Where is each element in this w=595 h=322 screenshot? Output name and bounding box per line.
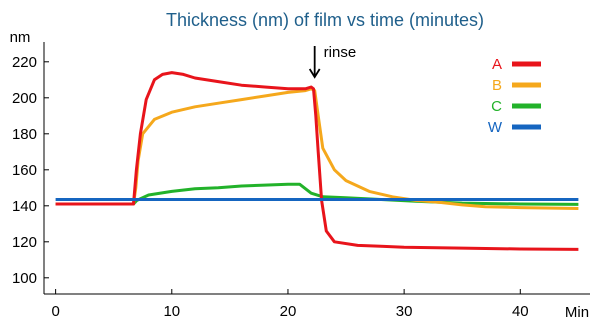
y-tick-label: 220 [12, 54, 37, 71]
y-tick-label: 100 [12, 270, 37, 287]
x-tick-label: 10 [163, 303, 180, 320]
axes [43, 42, 590, 295]
x-axis-label: Min [565, 304, 589, 321]
x-tick-label: 20 [280, 303, 297, 320]
series-line-a [55, 71, 579, 251]
y-tick-label: 140 [12, 198, 37, 215]
y-tick-label: 200 [12, 90, 37, 107]
x-tick-label: 40 [512, 303, 529, 320]
x-tick-label: 0 [51, 303, 59, 320]
y-tick-label: 180 [12, 126, 37, 143]
chart-title: Thickness (nm) of film vs time (minutes) [166, 10, 484, 30]
legend-label-b: B [492, 77, 502, 94]
y-axis-label: nm [10, 29, 31, 46]
rinse-annotation-label: rinse [324, 44, 357, 61]
legend-label-a: A [492, 56, 502, 73]
rinse-arrow-head [308, 68, 321, 79]
y-tick-label: 120 [12, 234, 37, 251]
x-tick-label: 30 [396, 303, 413, 320]
annotation: rinse [308, 44, 357, 79]
legend-label-c: C [491, 98, 502, 115]
ticks: 100 120 140 160 180 200 220 0 10 20 30 40 [12, 54, 529, 320]
y-tick-label: 160 [12, 162, 37, 179]
legend-label-w: W [488, 119, 503, 136]
series-lines [55, 71, 579, 251]
